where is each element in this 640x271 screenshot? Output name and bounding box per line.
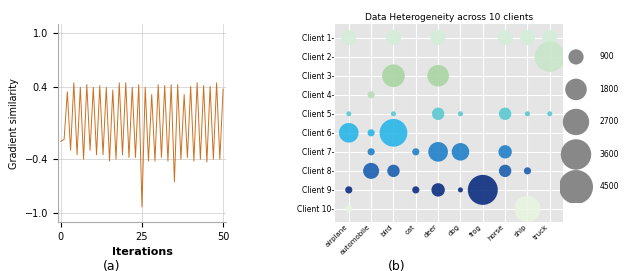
Point [433, 150, 444, 154]
Point [522, 112, 532, 116]
Point [433, 74, 444, 78]
Text: 4500: 4500 [600, 182, 619, 192]
Point [388, 74, 399, 78]
Title: Data Heterogeneity across 10 clients: Data Heterogeneity across 10 clients [365, 13, 533, 22]
Point [522, 169, 532, 173]
Point [500, 112, 510, 116]
X-axis label: Iterations: Iterations [111, 247, 172, 257]
Point [433, 112, 444, 116]
Point [344, 188, 354, 192]
Point [455, 112, 465, 116]
Point [344, 112, 354, 116]
Point [522, 36, 532, 40]
Point [344, 207, 354, 211]
Point [388, 112, 399, 116]
Point [500, 169, 510, 173]
Text: (b): (b) [388, 260, 406, 271]
Point [455, 150, 465, 154]
Text: 3600: 3600 [600, 150, 619, 159]
Point [411, 150, 421, 154]
Point [366, 150, 376, 154]
Point [522, 207, 532, 211]
Text: 1800: 1800 [600, 85, 619, 94]
Point [388, 131, 399, 135]
Point [545, 54, 555, 59]
Point [388, 169, 399, 173]
Point [433, 36, 444, 40]
Point [388, 36, 399, 40]
Point [366, 131, 376, 135]
Point [411, 188, 421, 192]
Text: (a): (a) [103, 260, 121, 271]
Point [366, 93, 376, 97]
Text: 900: 900 [600, 52, 614, 62]
Text: 2700: 2700 [600, 117, 619, 127]
Point [477, 188, 488, 192]
Point [500, 36, 510, 40]
Point [344, 36, 354, 40]
Point [344, 131, 354, 135]
Point [500, 150, 510, 154]
Point [455, 188, 465, 192]
Point [433, 188, 444, 192]
Point [545, 112, 555, 116]
Point [366, 169, 376, 173]
Point [545, 36, 555, 40]
Y-axis label: Gradient similarity: Gradient similarity [9, 78, 19, 169]
